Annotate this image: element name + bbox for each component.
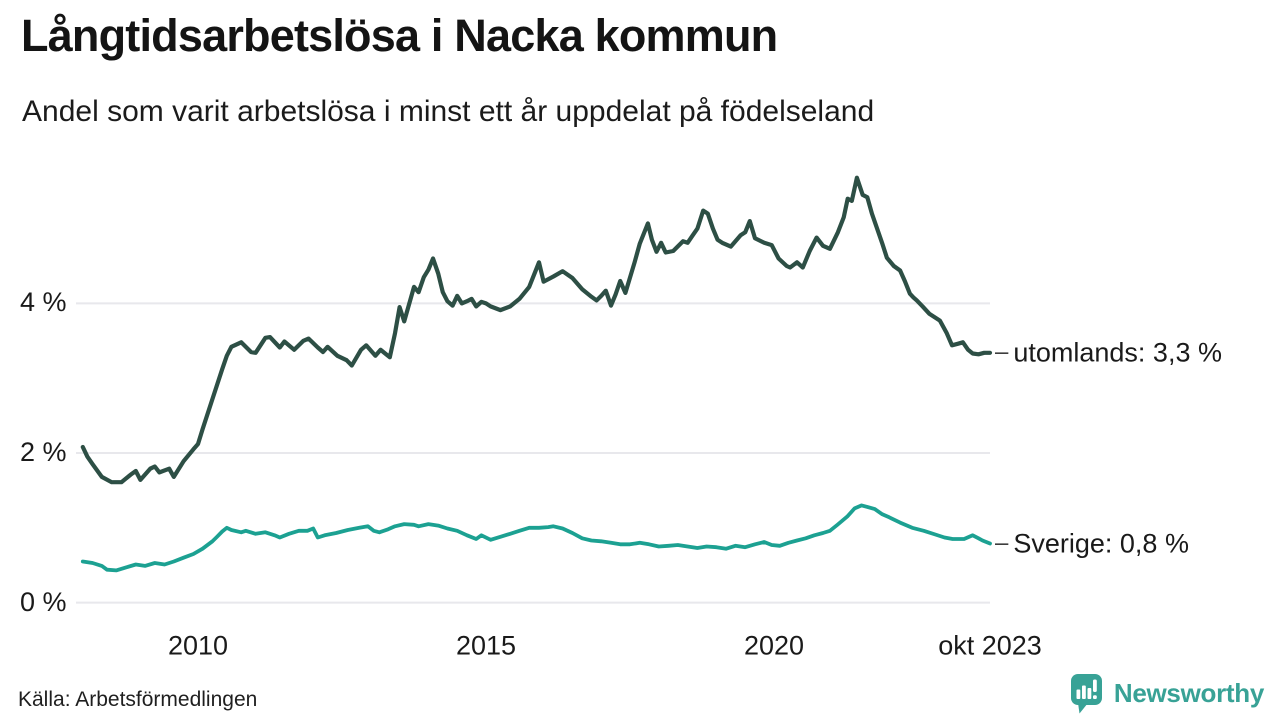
label-connector-dash: – xyxy=(995,338,1009,366)
page-title: Långtidsarbetslösa i Nacka kommun xyxy=(21,10,778,61)
y-axis-tick: 2 % xyxy=(20,436,67,467)
x-axis-tick: 2020 xyxy=(743,630,805,661)
x-axis-tick: 2010 xyxy=(167,630,229,661)
series-line-sverige xyxy=(80,503,992,573)
x-axis-tick: 2015 xyxy=(455,630,517,661)
series-end-label-text: utomlands: 3,3 % xyxy=(1013,337,1222,368)
label-connector-dash: – xyxy=(995,529,1009,557)
series-end-label-text: Sverige: 0,8 % xyxy=(1013,528,1189,558)
newsworthy-brand-name: Newsworthy xyxy=(1113,678,1264,708)
y-axis-tick: 4 % xyxy=(20,287,67,318)
newsworthy-logo-icon xyxy=(1070,674,1102,714)
x-axis-tick: okt 2023 xyxy=(938,630,1042,661)
y-axis-tick: 0 % xyxy=(20,586,67,617)
page-subtitle: Andel som varit arbetslösa i minst ett å… xyxy=(22,95,875,128)
series-line-utomlands xyxy=(80,175,993,485)
series-end-label-utomlands: – utomlands: 3,3 % xyxy=(995,337,1222,368)
newsworthy-logo[interactable]: Newsworthy xyxy=(1068,673,1264,714)
series-end-label-sverige: – Sverige: 0,8 % xyxy=(995,528,1189,559)
source-note: Källa: Arbetsförmedlingen xyxy=(18,688,258,711)
